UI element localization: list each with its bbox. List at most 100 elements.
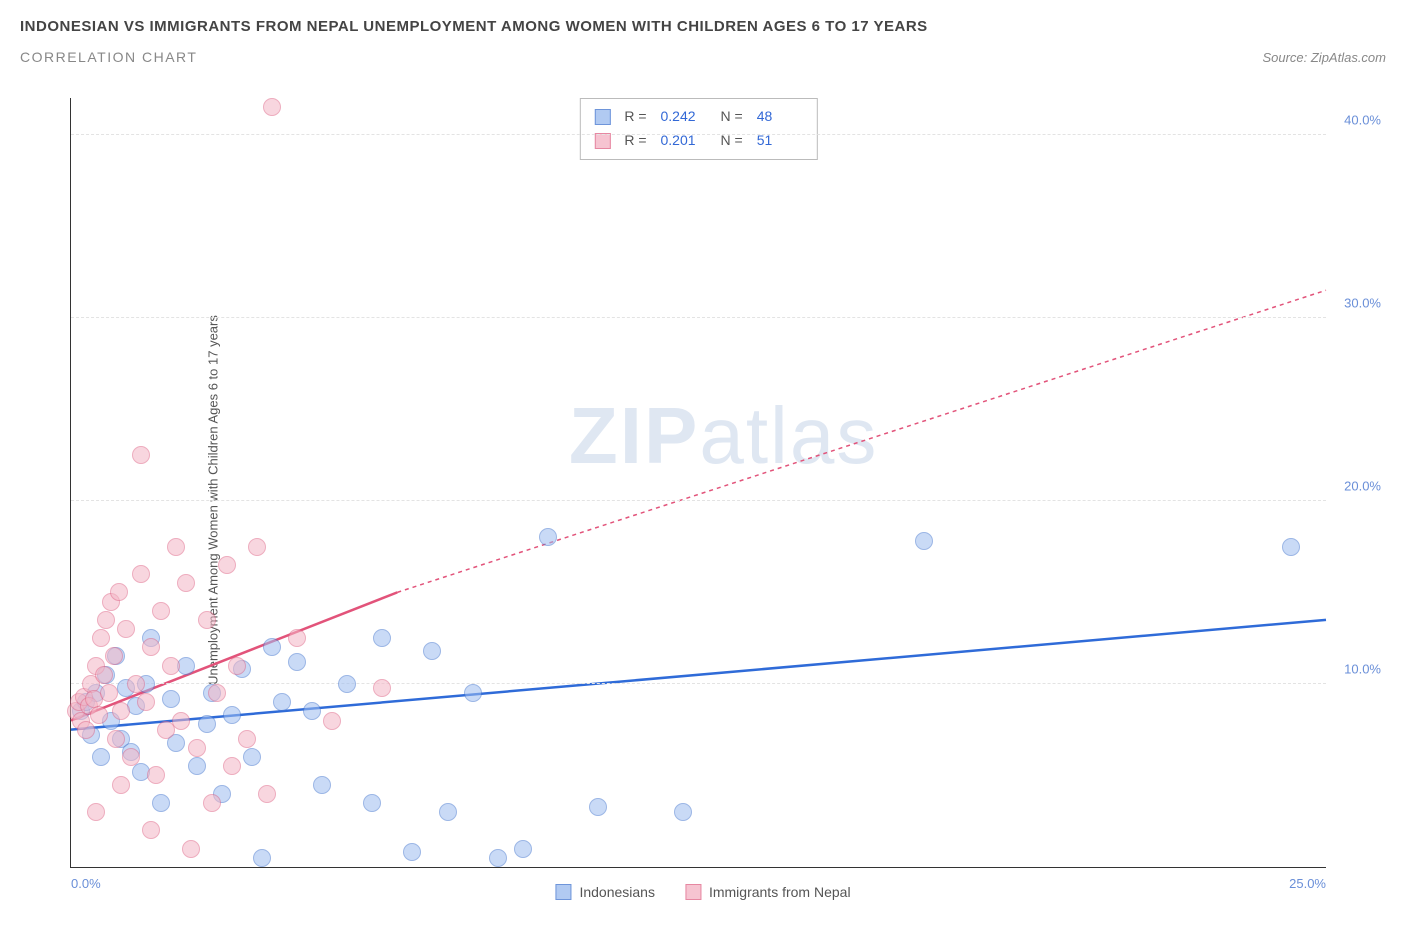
stat-label: R = [624, 129, 646, 153]
y-tick-label: 10.0% [1344, 661, 1381, 676]
gridline [71, 683, 1326, 684]
data-point [77, 721, 95, 739]
data-point [248, 538, 266, 556]
data-point [95, 666, 113, 684]
data-point [263, 98, 281, 116]
data-point [218, 556, 236, 574]
stats-row: R = 0.242 N = 48 [594, 105, 802, 129]
data-point [100, 684, 118, 702]
stat-r-value: 0.242 [661, 105, 707, 129]
data-point [464, 684, 482, 702]
data-point [132, 446, 150, 464]
legend-swatch [685, 884, 701, 900]
data-point [152, 602, 170, 620]
legend-swatch [594, 133, 610, 149]
y-tick-label: 30.0% [1344, 295, 1381, 310]
stat-label: R = [624, 105, 646, 129]
chart-title: INDONESIAN VS IMMIGRANTS FROM NEPAL UNEM… [20, 18, 1386, 35]
x-tick-label: 25.0% [1289, 876, 1326, 891]
legend-swatch [555, 884, 571, 900]
data-point [97, 611, 115, 629]
x-tick-label: 0.0% [71, 876, 101, 891]
data-point [238, 730, 256, 748]
bottom-legend: Indonesians Immigrants from Nepal [555, 884, 850, 900]
data-point [258, 785, 276, 803]
data-point [177, 574, 195, 592]
legend-item: Indonesians [555, 884, 655, 900]
data-point [162, 690, 180, 708]
data-point [188, 757, 206, 775]
data-point [373, 679, 391, 697]
data-point [188, 739, 206, 757]
data-point [373, 629, 391, 647]
trend-line [71, 620, 1326, 730]
data-point [112, 776, 130, 794]
data-point [288, 629, 306, 647]
data-point [243, 748, 261, 766]
data-point [92, 629, 110, 647]
legend-item: Immigrants from Nepal [685, 884, 851, 900]
plot-area: ZIPatlas R =0.242N =48R =0.201N =51 10.0… [70, 98, 1326, 868]
data-point [263, 638, 281, 656]
data-point [208, 684, 226, 702]
gridline [71, 134, 1326, 135]
data-point [127, 675, 145, 693]
data-point [338, 675, 356, 693]
legend-label: Immigrants from Nepal [709, 884, 851, 900]
data-point [203, 794, 221, 812]
legend-label: Indonesians [579, 884, 655, 900]
data-point [142, 821, 160, 839]
data-point [403, 843, 421, 861]
data-point [147, 766, 165, 784]
data-point [142, 638, 160, 656]
stats-box: R = 0.242 N = 48 R = 0.201 N = 51 [579, 98, 817, 160]
data-point [489, 849, 507, 867]
source-citation: Source: ZipAtlas.com [1262, 50, 1386, 65]
data-point [323, 712, 341, 730]
data-point [92, 748, 110, 766]
data-point [363, 794, 381, 812]
data-point [423, 642, 441, 660]
data-point [198, 611, 216, 629]
gridline [71, 500, 1326, 501]
stat-label: N = [721, 129, 743, 153]
y-tick-label: 40.0% [1344, 112, 1381, 127]
data-point [117, 620, 135, 638]
data-point [105, 647, 123, 665]
data-point [539, 528, 557, 546]
data-point [110, 583, 128, 601]
stat-n-value: 51 [757, 129, 803, 153]
chart-subtitle: CORRELATION CHART [20, 49, 197, 65]
data-point [152, 794, 170, 812]
data-point [132, 565, 150, 583]
data-point [198, 715, 216, 733]
stat-n-value: 48 [757, 105, 803, 129]
stat-label: N = [721, 105, 743, 129]
gridline [71, 317, 1326, 318]
data-point [514, 840, 532, 858]
data-point [223, 757, 241, 775]
data-point [107, 730, 125, 748]
data-point [273, 693, 291, 711]
data-point [90, 706, 108, 724]
legend-swatch [594, 109, 610, 125]
data-point [122, 748, 140, 766]
data-point [313, 776, 331, 794]
data-point [172, 712, 190, 730]
data-point [137, 693, 155, 711]
data-point [223, 706, 241, 724]
data-point [182, 840, 200, 858]
data-point [253, 849, 271, 867]
data-point [303, 702, 321, 720]
data-point [674, 803, 692, 821]
data-point [1282, 538, 1300, 556]
stats-row: R = 0.201 N = 51 [594, 129, 802, 153]
chart-container: Unemployment Among Women with Children A… [20, 90, 1386, 910]
stat-r-value: 0.201 [661, 129, 707, 153]
data-point [167, 538, 185, 556]
y-tick-label: 20.0% [1344, 478, 1381, 493]
data-point [87, 803, 105, 821]
trend-line-extrapolated [397, 290, 1326, 592]
data-point [162, 657, 180, 675]
data-point [228, 657, 246, 675]
